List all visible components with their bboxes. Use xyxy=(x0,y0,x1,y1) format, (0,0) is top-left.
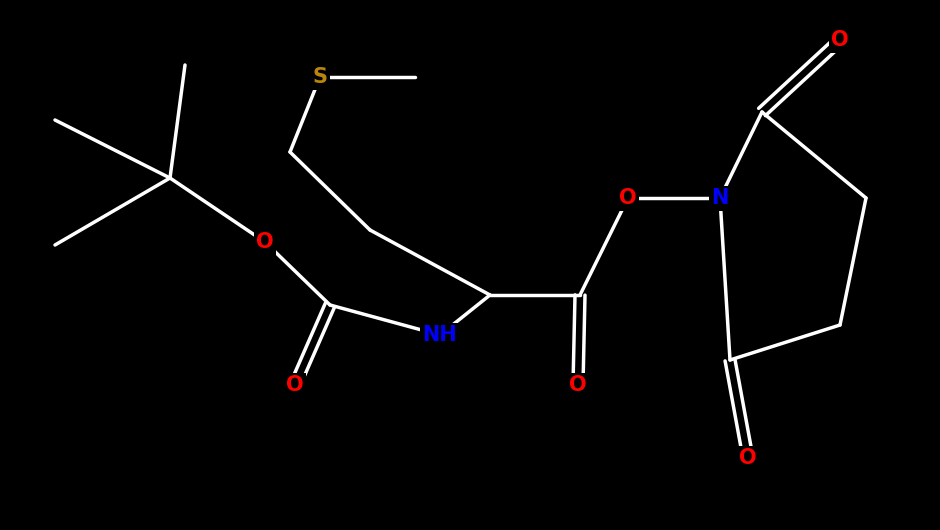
Text: O: O xyxy=(257,232,274,252)
Text: O: O xyxy=(570,375,587,395)
Text: N: N xyxy=(712,188,728,208)
Text: S: S xyxy=(312,67,327,87)
Text: NH: NH xyxy=(423,325,458,345)
Text: O: O xyxy=(831,30,849,50)
Text: O: O xyxy=(619,188,636,208)
Text: O: O xyxy=(739,448,757,468)
Text: O: O xyxy=(286,375,304,395)
